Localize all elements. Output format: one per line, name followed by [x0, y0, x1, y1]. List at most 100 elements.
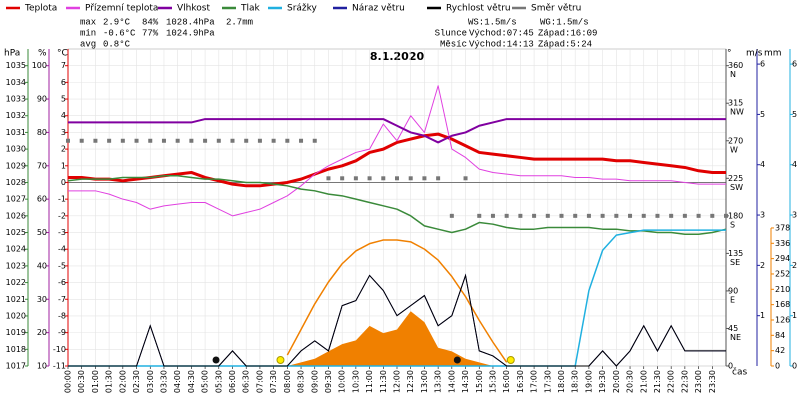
legend-label: Přízemní teplota	[85, 4, 158, 14]
direction-point	[408, 176, 413, 181]
legend-label: Srážky	[287, 4, 318, 14]
y-tick-label: 6	[760, 60, 765, 69]
y-tick-label: 1031	[6, 128, 26, 137]
series-area	[68, 311, 726, 366]
direction-point	[724, 213, 728, 218]
stat-text: 0.8°C	[103, 39, 131, 49]
direction-point	[161, 138, 166, 143]
direction-point	[600, 213, 605, 218]
y-tick-label: 1	[792, 311, 797, 320]
y-tick-label: 2	[792, 261, 797, 270]
y-tick-label: 1032	[6, 111, 26, 120]
y-tick-label: 1034	[6, 78, 26, 87]
x-tick-label: 15:00	[475, 370, 484, 393]
y-tick-label: 60	[37, 195, 47, 204]
y-tick-label: 3	[61, 128, 66, 137]
x-tick-label: 20:00	[612, 370, 621, 393]
direction-point	[449, 213, 454, 218]
y-tick-label: 2	[760, 261, 765, 270]
y-tick-label: -6	[58, 278, 66, 287]
x-tick-label: 22:00	[667, 370, 676, 393]
moon-marker	[212, 356, 220, 364]
info-text: Západ:16:09	[538, 28, 597, 38]
sun-marker	[276, 356, 285, 364]
y-tick-label: 360	[728, 61, 743, 70]
x-tick-label: 21:30	[653, 370, 662, 393]
x-tick-label: 18:30	[571, 370, 580, 393]
direction-point	[326, 176, 331, 181]
legend-label: Náraz větru	[352, 4, 405, 14]
info-text: Slunce	[435, 28, 467, 38]
x-tick-label: 19:00	[584, 370, 593, 393]
y-tick-label: 50	[37, 228, 47, 237]
y-tick-label: -5	[58, 261, 66, 270]
x-tick-label: 13:00	[420, 370, 429, 393]
x-tick-label: 17:30	[543, 370, 552, 393]
y-tick-label: 270	[728, 136, 743, 145]
y-tick-label: -3	[58, 228, 66, 237]
series-line	[68, 85, 726, 217]
series-line	[67, 175, 727, 235]
y-tick-label: 1027	[6, 195, 26, 204]
x-tick-label: 06:30	[242, 370, 251, 393]
series-line	[68, 273, 726, 367]
x-tick-label: 10:00	[338, 370, 347, 393]
axis-unit: °	[727, 49, 732, 59]
y-tick-label: 1024	[6, 245, 26, 254]
direction-point	[230, 138, 235, 143]
x-tick-label: 04:00	[173, 370, 182, 393]
x-tick-label: 07:30	[269, 370, 278, 393]
y-tick-label: 4	[760, 160, 765, 169]
x-tick-label: 05:30	[214, 370, 223, 393]
direction-point	[586, 213, 591, 218]
direction-point	[559, 213, 564, 218]
y-tick-label: 90	[37, 95, 47, 104]
direction-point	[244, 138, 249, 143]
y-tick-label: 6	[792, 60, 797, 69]
direction-label: E	[730, 295, 735, 304]
x-tick-label: 12:00	[393, 370, 402, 393]
y-tick-label: 5	[792, 110, 797, 119]
x-tick-label: 14:00	[447, 370, 456, 393]
y-tick-label: -10	[53, 345, 66, 354]
y-tick-label: 1029	[6, 161, 26, 170]
y-tick-label: 1019	[6, 328, 26, 337]
info-text: Západ:5:24	[538, 39, 592, 49]
y-tick-label: 1	[61, 161, 66, 170]
direction-point	[477, 213, 482, 218]
axis-unit: %	[38, 49, 47, 59]
x-tick-label: 09:00	[310, 370, 319, 393]
y-tick-label: 252	[775, 269, 790, 278]
y-tick-label: 0	[61, 178, 66, 187]
direction-point	[463, 176, 468, 181]
stat-text: min	[80, 28, 96, 38]
x-tick-label: 11:30	[379, 370, 388, 393]
y-tick-label: 1	[760, 311, 765, 320]
y-tick-label: 315	[728, 99, 743, 108]
direction-point	[79, 138, 84, 143]
y-tick-label: 5	[760, 110, 765, 119]
axis-unit: °C	[57, 49, 68, 59]
direction-point	[573, 213, 578, 218]
direction-label: NE	[730, 333, 741, 342]
stat-text: avg	[80, 39, 96, 49]
y-tick-label: 294	[775, 254, 790, 263]
x-tick-label: 21:00	[639, 370, 648, 393]
y-tick-label: 1017	[6, 362, 26, 371]
x-tick-label: 05:00	[201, 370, 210, 393]
y-tick-label: 1033	[6, 95, 26, 104]
y-tick-label: 1025	[6, 228, 26, 237]
x-tick-label: 16:30	[516, 370, 525, 393]
info-text: WG:1.5m/s	[540, 17, 589, 27]
direction-point	[710, 213, 715, 218]
y-tick-label: 1030	[6, 145, 26, 154]
y-tick-label: -7	[58, 295, 66, 304]
x-tick-label: 08:30	[297, 370, 306, 393]
x-tick-label: 02:00	[118, 370, 127, 393]
y-tick-label: 0	[775, 362, 780, 371]
moon-marker	[453, 356, 461, 364]
y-tick-label: 1021	[6, 295, 26, 304]
y-tick-label: 10	[37, 362, 47, 371]
x-tick-label: 03:00	[146, 370, 155, 393]
